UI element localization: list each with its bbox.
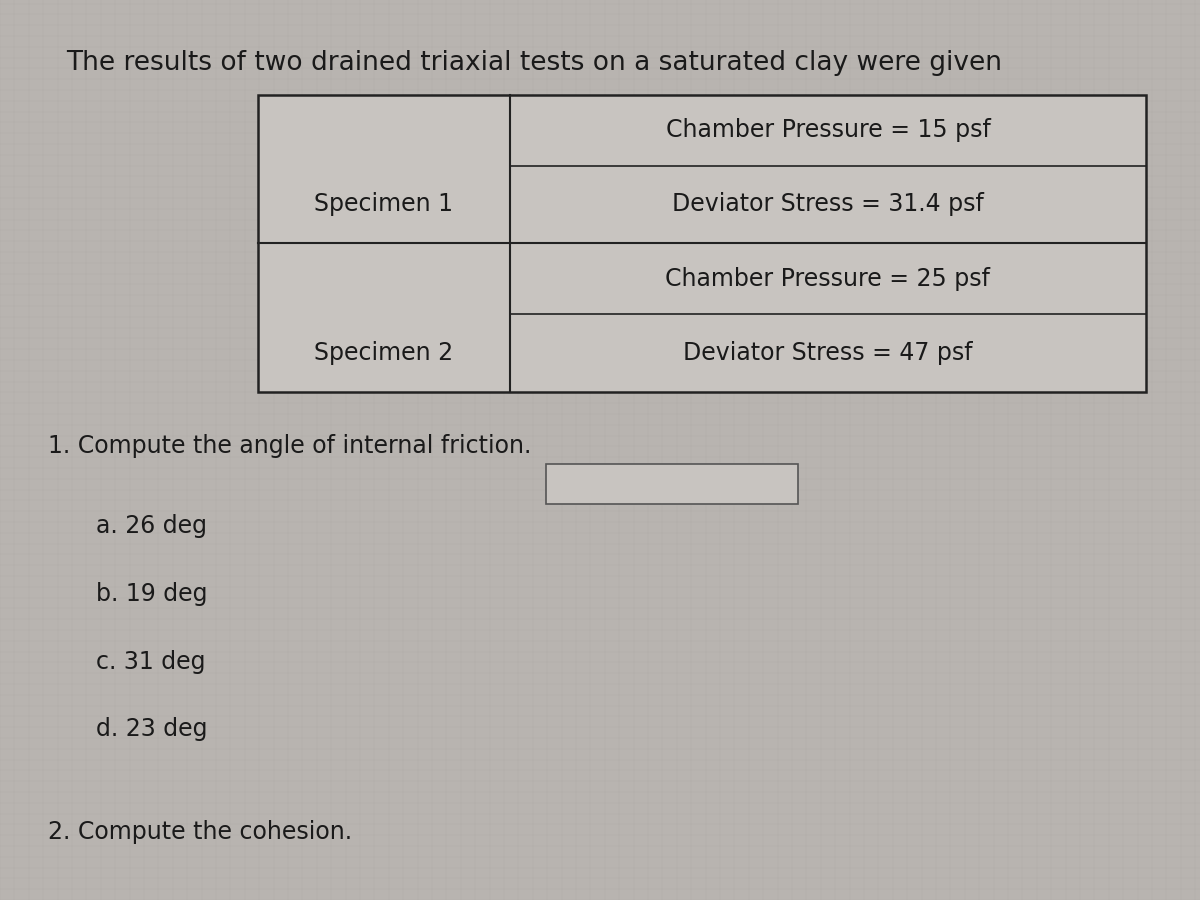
Text: Chamber Pressure = 15 psf: Chamber Pressure = 15 psf [666, 118, 990, 142]
Text: d. 23 deg: d. 23 deg [96, 717, 208, 741]
Text: 2. Compute the cohesion.: 2. Compute the cohesion. [48, 821, 352, 844]
Text: Specimen 2: Specimen 2 [314, 341, 454, 365]
Text: Deviator Stress = 47 psf: Deviator Stress = 47 psf [683, 341, 973, 365]
Text: Specimen 1: Specimen 1 [314, 193, 454, 216]
Text: The results of two drained triaxial tests on a saturated clay were given: The results of two drained triaxial test… [66, 50, 1002, 76]
Text: c. 31 deg: c. 31 deg [96, 650, 205, 673]
Bar [258, 94, 1146, 392]
Text: b. 19 deg: b. 19 deg [96, 582, 208, 606]
Text: Deviator Stress = 31.4 psf: Deviator Stress = 31.4 psf [672, 193, 984, 216]
Text: Chamber Pressure = 25 psf: Chamber Pressure = 25 psf [666, 266, 990, 291]
Bar [546, 464, 798, 504]
Text: a. 26 deg: a. 26 deg [96, 515, 208, 538]
Text: 1. Compute the angle of internal friction.: 1. Compute the angle of internal frictio… [48, 434, 532, 457]
